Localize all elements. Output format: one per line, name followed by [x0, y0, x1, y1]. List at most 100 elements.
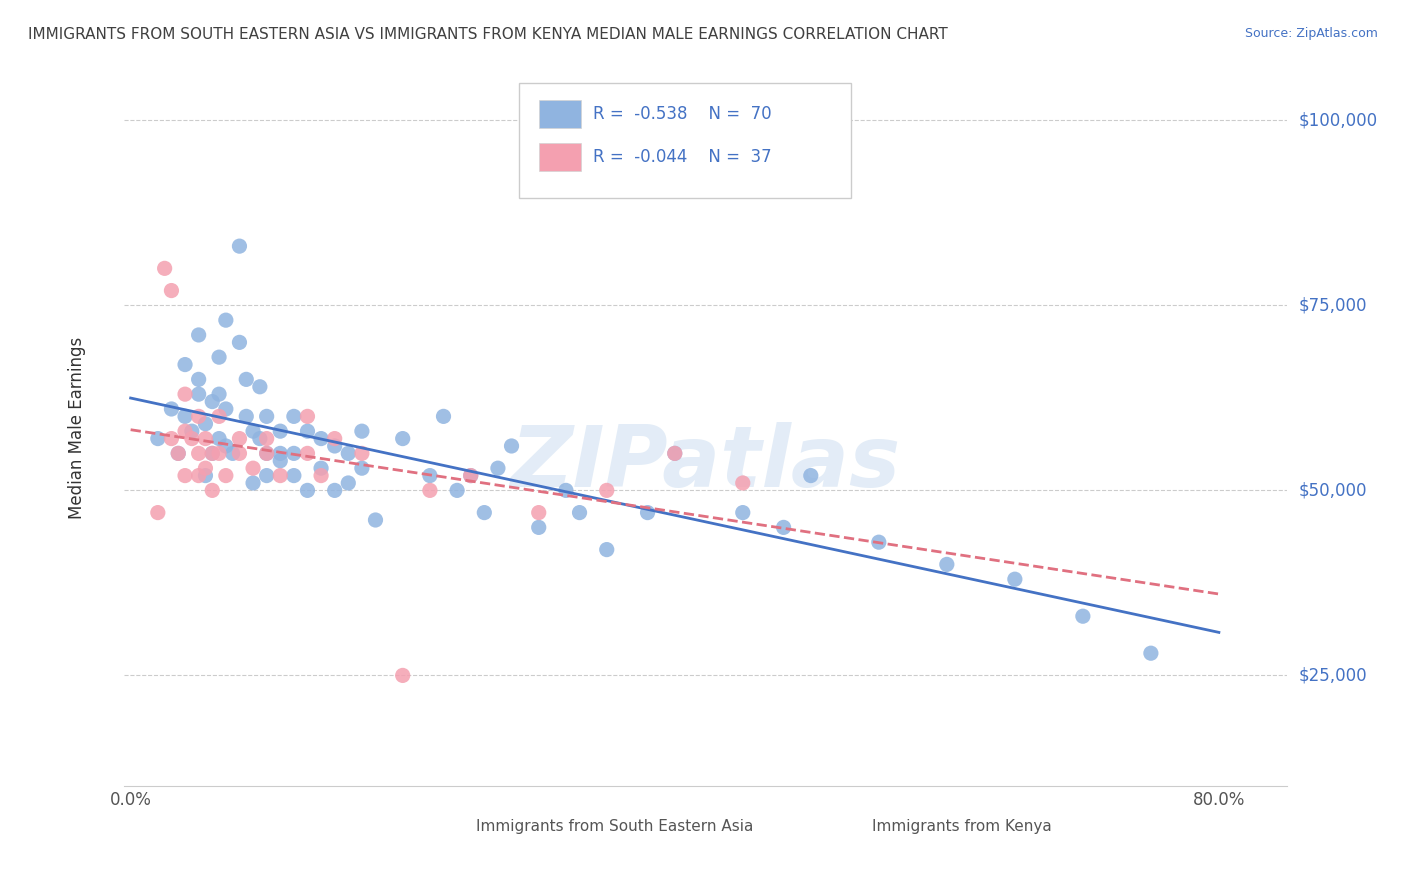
Point: [283, 468, 305, 483]
Point: [350, 461, 373, 475]
FancyBboxPatch shape: [538, 144, 581, 171]
Point: [174, 468, 197, 483]
Text: Immigrants from Kenya: Immigrants from Kenya: [872, 819, 1052, 834]
Point: [419, 468, 441, 483]
Point: [337, 475, 360, 490]
Point: [235, 372, 257, 386]
Point: [731, 475, 754, 490]
Point: [283, 446, 305, 460]
Point: [283, 409, 305, 424]
Point: [215, 468, 238, 483]
Text: R =  -0.538    N =  70: R = -0.538 N = 70: [592, 104, 770, 123]
Point: [297, 409, 319, 424]
Text: $75,000: $75,000: [1299, 296, 1367, 314]
Point: [309, 461, 332, 475]
Point: [242, 424, 264, 438]
Point: [242, 461, 264, 475]
Point: [174, 409, 197, 424]
Point: [167, 446, 190, 460]
Point: [187, 387, 209, 401]
Point: [228, 446, 250, 460]
Point: [772, 520, 794, 534]
FancyBboxPatch shape: [538, 100, 581, 128]
Point: [868, 535, 890, 549]
Text: ZIPatlas: ZIPatlas: [510, 422, 900, 505]
Point: [256, 468, 278, 483]
Point: [235, 409, 257, 424]
Point: [1004, 572, 1026, 586]
Point: [215, 313, 238, 327]
Point: [160, 432, 183, 446]
Point: [337, 446, 360, 460]
Point: [323, 432, 346, 446]
Point: [935, 558, 957, 572]
Point: [664, 446, 686, 460]
Point: [472, 506, 495, 520]
Point: [249, 380, 271, 394]
Point: [432, 409, 454, 424]
Text: $50,000: $50,000: [1299, 482, 1367, 500]
Text: Median Male Earnings: Median Male Earnings: [69, 336, 86, 518]
Point: [215, 439, 238, 453]
Point: [527, 506, 550, 520]
Point: [527, 520, 550, 534]
Text: Immigrants from South Eastern Asia: Immigrants from South Eastern Asia: [477, 819, 754, 834]
Point: [486, 461, 509, 475]
Point: [153, 261, 176, 276]
Point: [350, 424, 373, 438]
Text: R =  -0.044    N =  37: R = -0.044 N = 37: [592, 148, 770, 166]
Point: [269, 454, 291, 468]
Point: [446, 483, 468, 498]
Point: [256, 446, 278, 460]
Point: [180, 432, 202, 446]
Point: [228, 335, 250, 350]
Point: [167, 446, 190, 460]
Point: [297, 483, 319, 498]
Point: [160, 284, 183, 298]
Text: Source: ZipAtlas.com: Source: ZipAtlas.com: [1244, 27, 1378, 40]
Point: [637, 506, 659, 520]
Point: [269, 424, 291, 438]
Point: [391, 432, 413, 446]
Point: [174, 358, 197, 372]
Point: [364, 513, 387, 527]
Point: [256, 432, 278, 446]
Point: [194, 468, 217, 483]
Point: [460, 468, 482, 483]
Point: [194, 432, 217, 446]
Point: [208, 446, 231, 460]
Point: [249, 432, 271, 446]
Point: [1140, 646, 1163, 660]
Point: [187, 328, 209, 343]
Point: [201, 394, 224, 409]
Point: [391, 668, 413, 682]
Point: [194, 461, 217, 475]
Point: [256, 409, 278, 424]
Point: [731, 506, 754, 520]
Point: [664, 446, 686, 460]
Point: [187, 446, 209, 460]
Point: [146, 432, 169, 446]
FancyBboxPatch shape: [519, 83, 851, 198]
Point: [215, 401, 238, 416]
Point: [201, 483, 224, 498]
FancyBboxPatch shape: [837, 816, 868, 837]
Point: [256, 446, 278, 460]
Point: [309, 432, 332, 446]
Point: [146, 506, 169, 520]
Point: [323, 483, 346, 498]
Point: [187, 468, 209, 483]
Point: [460, 468, 482, 483]
Point: [596, 542, 619, 557]
Point: [501, 439, 523, 453]
Point: [187, 409, 209, 424]
Point: [419, 483, 441, 498]
Point: [208, 432, 231, 446]
Point: [208, 409, 231, 424]
Point: [350, 446, 373, 460]
FancyBboxPatch shape: [441, 816, 471, 837]
Point: [228, 239, 250, 253]
Point: [555, 483, 578, 498]
Point: [269, 468, 291, 483]
Text: $100,000: $100,000: [1299, 112, 1378, 129]
